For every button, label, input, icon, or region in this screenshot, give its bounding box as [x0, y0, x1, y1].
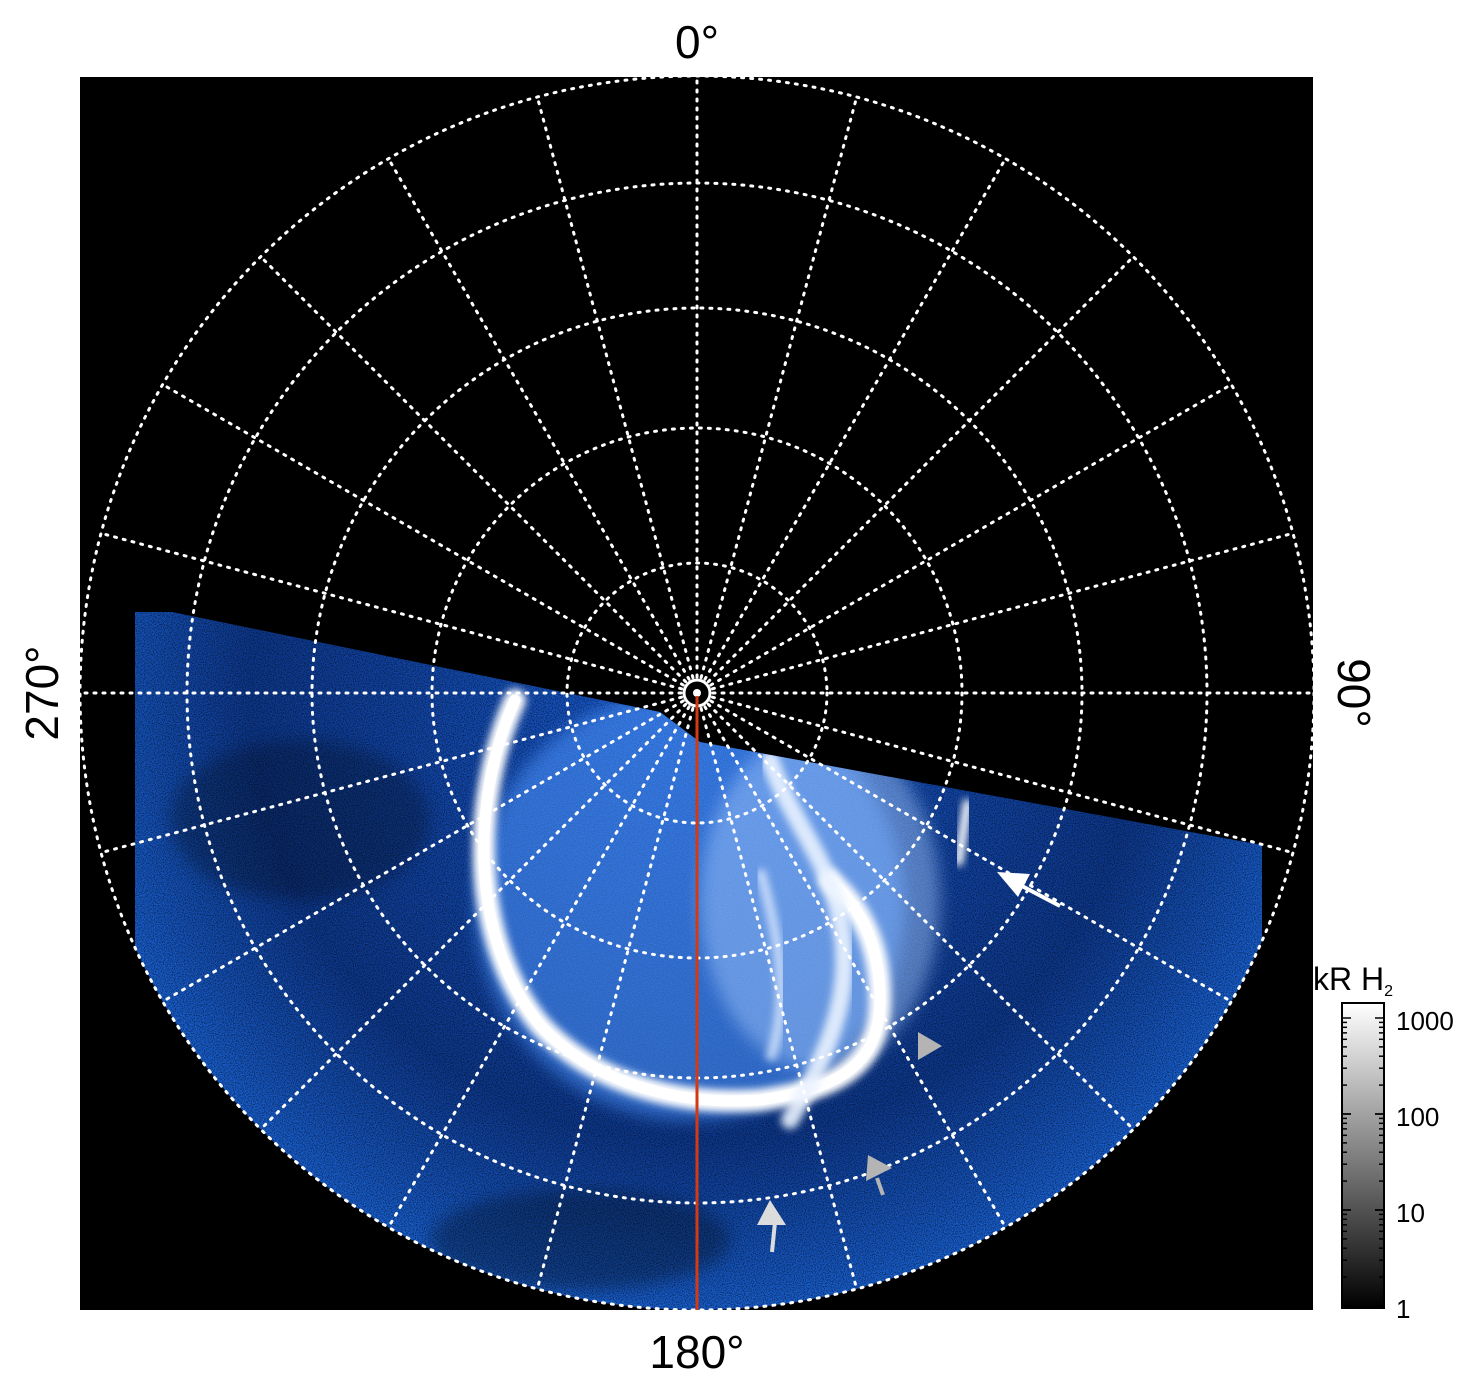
- colorbar-gradient: [1341, 1002, 1385, 1309]
- grid-spoke: [535, 706, 695, 1291]
- grid-spoke: [706, 255, 1135, 684]
- label-180-deg: 180°: [649, 1326, 744, 1378]
- grid-spoke: [387, 705, 691, 1229]
- label-90-deg: 90°: [1328, 658, 1380, 728]
- grid-spoke: [699, 706, 859, 1291]
- grid-spoke: [709, 383, 1233, 687]
- grid-spoke: [161, 383, 685, 687]
- grid-spoke: [387, 157, 691, 681]
- grid-spoke: [710, 695, 1295, 855]
- grid-spoke: [703, 705, 1007, 1229]
- label-0-deg: 0°: [675, 16, 719, 68]
- colorbar-tick-1: 1: [1396, 1294, 1410, 1324]
- colorbar-tick-10: 10: [1396, 1198, 1425, 1228]
- grid-spoke: [699, 95, 859, 680]
- colorbar-title: kR H2: [1313, 961, 1393, 1000]
- white-arrow-lower: [757, 1200, 786, 1253]
- grid-spoke: [709, 699, 1233, 1003]
- grid-spoke: [99, 531, 684, 691]
- colorbar-tick-1000: 1000: [1396, 1006, 1454, 1036]
- grid-spoke: [259, 255, 688, 684]
- colorbar: kR H2 1000 100 10 1: [1313, 961, 1454, 1324]
- colorbar-tick-100: 100: [1396, 1102, 1439, 1132]
- gray-arrowhead: [918, 1032, 942, 1060]
- grid-spoke: [99, 695, 684, 855]
- grid-spoke: [535, 95, 695, 680]
- white-arrow: [997, 872, 1061, 908]
- grid-spoke: [710, 531, 1295, 691]
- grid-spoke: [703, 157, 1007, 681]
- grid-spoke: [259, 702, 688, 1131]
- gray-arrow: [866, 1155, 892, 1196]
- grid-spoke: [161, 699, 685, 1003]
- grid-spoke: [706, 702, 1135, 1131]
- label-270-deg: 270°: [16, 645, 68, 740]
